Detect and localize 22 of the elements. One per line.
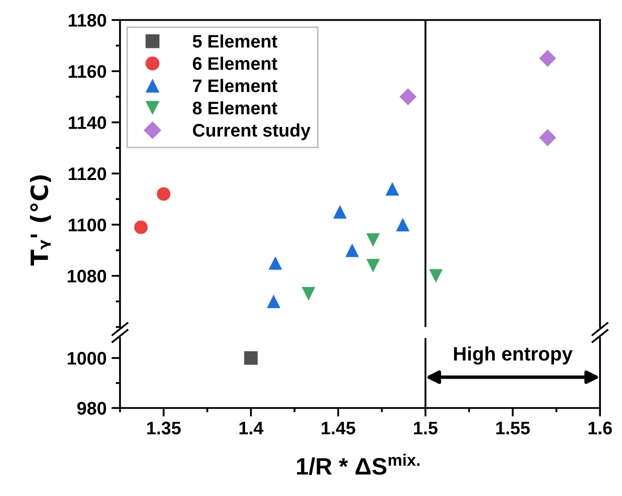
annotation: High entropy bbox=[454, 346, 573, 365]
legend-label: 6 Element bbox=[192, 56, 278, 70]
y-tick-label: 1080 bbox=[68, 270, 106, 283]
y-tick-label: 1180 bbox=[68, 14, 106, 27]
legend-label: Current study bbox=[192, 123, 310, 140]
x-tick-label: 1.45 bbox=[322, 422, 356, 434]
y-axis-title: Tᵧ' (°C) bbox=[30, 175, 52, 266]
x-tick-label: 1.6 bbox=[588, 422, 612, 434]
y-tick-label: 1160 bbox=[68, 65, 106, 78]
y-tick-label: 1000 bbox=[68, 352, 106, 365]
x-tick-label: 1.35 bbox=[147, 422, 181, 434]
x-tick-label: 1.55 bbox=[496, 422, 530, 434]
x-axis-title: 1/R * ΔS$^{mix.}$ bbox=[297, 454, 420, 475]
x-tick-label: 1.5 bbox=[414, 422, 438, 434]
x-tick-label: 1.4 bbox=[239, 422, 264, 434]
y-tick-label: 980 bbox=[77, 402, 106, 415]
legend-label: 8 Element bbox=[192, 101, 278, 114]
y-tick-label: 1140 bbox=[68, 116, 106, 130]
y-tick-label: 1120 bbox=[68, 167, 106, 180]
legend-label: 7 Element bbox=[193, 78, 278, 92]
y-tick-label: 1100 bbox=[68, 218, 106, 232]
legend-label: 5 Element bbox=[192, 34, 278, 48]
